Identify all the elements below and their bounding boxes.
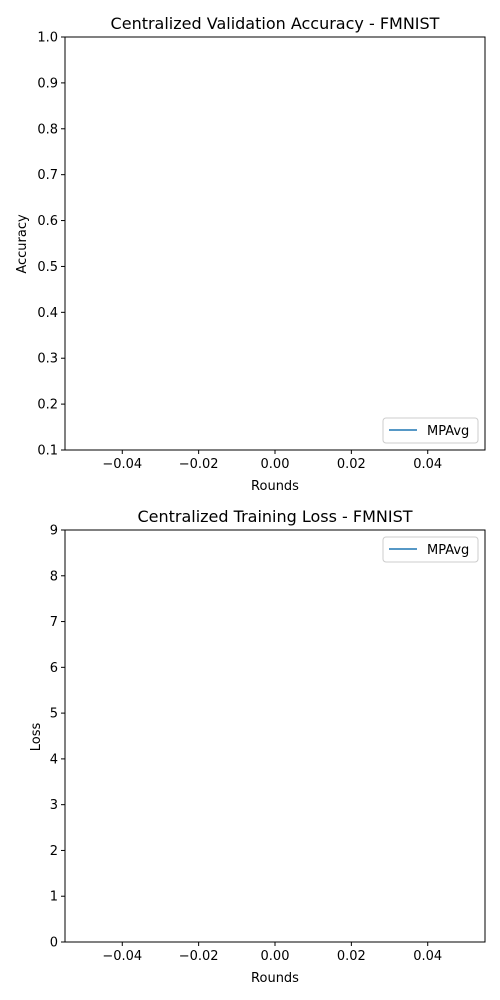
loss-y-tick-label: 5 xyxy=(50,707,58,722)
loss-y-tick-label: 8 xyxy=(50,569,58,584)
accuracy-y-tick-label: 0.7 xyxy=(37,168,58,183)
accuracy-x-tick-label: 0.00 xyxy=(261,457,290,472)
accuracy-x-axis-label: Rounds xyxy=(251,479,299,494)
loss-y-tick-label: 6 xyxy=(50,661,58,676)
accuracy-y-tick-label: 0.8 xyxy=(37,122,58,137)
accuracy-legend: MPAvg xyxy=(383,418,478,443)
accuracy-y-tick-label: 0.9 xyxy=(37,76,58,91)
accuracy-x-tick-label: 0.02 xyxy=(337,457,366,472)
loss-legend: MPAvg xyxy=(383,537,478,562)
loss-y-tick-label: 7 xyxy=(50,615,58,630)
loss-y-axis-label: Loss xyxy=(29,723,44,752)
accuracy-x-tick-label: 0.04 xyxy=(413,457,442,472)
loss-x-tick-label: 0.04 xyxy=(413,949,442,964)
accuracy-x-tick-label: −0.04 xyxy=(102,457,142,472)
accuracy-y-tick-label: 1.0 xyxy=(37,31,58,46)
accuracy-y-tick-label: 0.1 xyxy=(37,444,58,459)
loss-legend-label: MPAvg xyxy=(427,543,469,558)
loss-y-tick-label: 9 xyxy=(50,524,58,539)
accuracy-y-axis-label: Accuracy xyxy=(15,214,30,274)
loss-x-tick-label: 0.00 xyxy=(261,949,290,964)
loss-y-tick-label: 2 xyxy=(50,844,58,859)
loss-y-tick-label: 1 xyxy=(50,890,58,905)
accuracy-y-tick-label: 0.5 xyxy=(37,260,58,275)
accuracy-y-tick-label: 0.6 xyxy=(37,214,58,229)
accuracy-y-tick-label: 0.3 xyxy=(37,352,58,367)
loss-x-tick-label: 0.02 xyxy=(337,949,366,964)
loss-y-tick-label: 0 xyxy=(50,936,58,951)
accuracy-legend-label: MPAvg xyxy=(427,424,469,439)
loss-y-tick-label: 3 xyxy=(50,798,58,813)
accuracy-x-tick-label: −0.02 xyxy=(179,457,219,472)
accuracy-y-tick-label: 0.2 xyxy=(37,398,58,413)
accuracy-y-tick-label: 0.4 xyxy=(37,306,58,321)
loss-x-tick-label: −0.04 xyxy=(102,949,142,964)
loss-x-axis-label: Rounds xyxy=(251,971,299,986)
loss-y-tick-label: 4 xyxy=(50,752,58,767)
loss-chart-title: Centralized Training Loss - FMNIST xyxy=(137,507,412,526)
accuracy-chart-title: Centralized Validation Accuracy - FMNIST xyxy=(111,14,440,33)
loss-x-tick-label: −0.02 xyxy=(179,949,219,964)
